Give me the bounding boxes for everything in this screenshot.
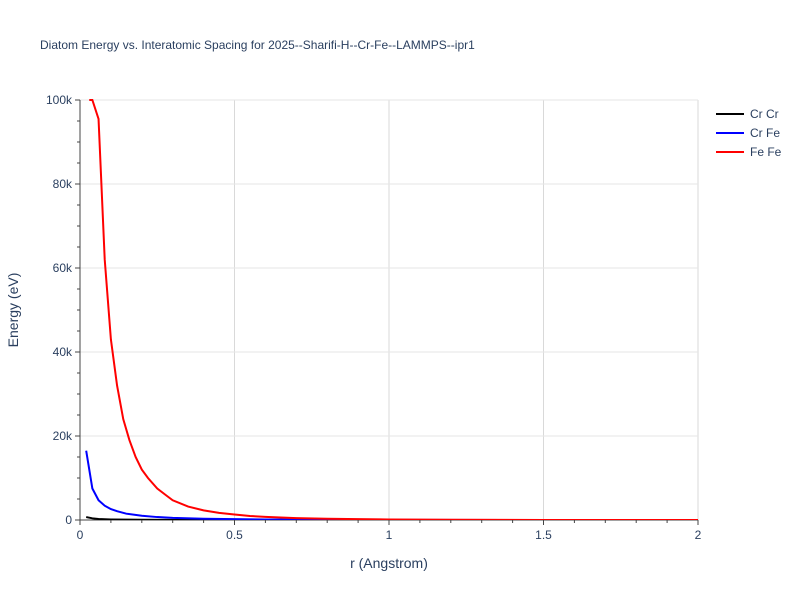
legend-label: Cr Cr bbox=[750, 107, 779, 121]
x-tick-label: 2 bbox=[695, 528, 702, 542]
x-tick-label: 1 bbox=[386, 528, 393, 542]
x-tick-label: 1.5 bbox=[535, 528, 552, 542]
y-tick-label: 0 bbox=[65, 513, 72, 527]
x-axis-title: r (Angstrom) bbox=[350, 555, 428, 571]
series-line-cr-fe bbox=[85, 450, 698, 520]
legend-label: Cr Fe bbox=[750, 126, 780, 140]
y-tick-label: 100k bbox=[46, 93, 73, 107]
y-tick-label: 60k bbox=[53, 261, 73, 275]
legend[interactable]: Cr Cr Cr Fe Fe Fe bbox=[716, 107, 782, 159]
y-tick-label: 80k bbox=[53, 177, 73, 191]
x-tick-label: 0 bbox=[77, 528, 84, 542]
y-axis-title: Energy (eV) bbox=[5, 273, 21, 348]
series-line-fe-fe bbox=[89, 99, 698, 520]
grid-layer bbox=[80, 99, 699, 520]
x-tick-label: 0.5 bbox=[226, 528, 243, 542]
legend-item-cr-cr[interactable]: Cr Cr bbox=[716, 107, 779, 121]
y-tick-label: 40k bbox=[53, 345, 73, 359]
chart-title: Diatom Energy vs. Interatomic Spacing fo… bbox=[40, 38, 475, 52]
series-layer bbox=[85, 99, 698, 520]
legend-label: Fe Fe bbox=[750, 145, 782, 159]
y-tick-label: 20k bbox=[53, 429, 73, 443]
legend-item-fe-fe[interactable]: Fe Fe bbox=[716, 145, 782, 159]
legend-item-cr-fe[interactable]: Cr Fe bbox=[716, 126, 780, 140]
